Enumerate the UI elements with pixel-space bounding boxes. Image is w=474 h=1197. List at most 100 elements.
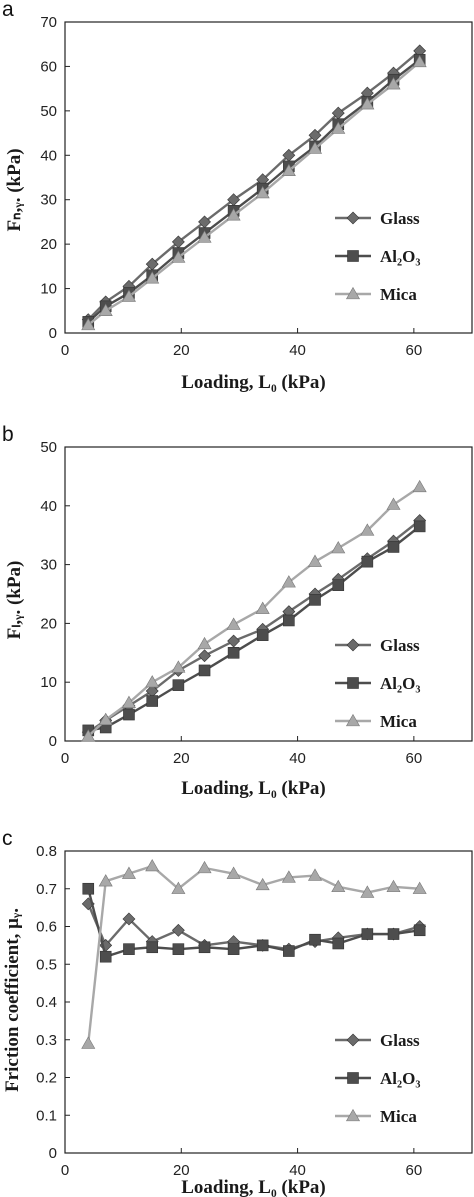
data-point-square xyxy=(146,695,159,707)
data-point-square xyxy=(172,943,185,955)
data-point-triangle xyxy=(197,860,212,874)
series-line-diamond xyxy=(87,519,421,734)
x-tick-label: 60 xyxy=(406,1162,423,1179)
series-line-square xyxy=(87,888,420,959)
data-point-triangle xyxy=(255,601,270,614)
data-point-triangle xyxy=(331,121,346,134)
data-point-triangle xyxy=(360,885,375,898)
data-point-triangle xyxy=(171,660,186,673)
data-point-triangle xyxy=(281,163,296,177)
y-axis-label: Fₗ,ᵧ. (kPa) xyxy=(4,561,25,640)
data-point-diamond xyxy=(171,923,185,937)
data-point-square xyxy=(227,646,240,659)
data-point-triangle xyxy=(197,636,212,650)
chart-panel-a: a 0 10 20 30 40 50 60 70 0 20 40 60 Loading, L₀ (kPa)… xyxy=(2,0,473,393)
data-point-square xyxy=(283,614,295,627)
data-point-triangle xyxy=(197,230,212,243)
data-point-triangle xyxy=(412,54,427,68)
y-tick-label: 30 xyxy=(40,192,57,209)
data-point-triangle xyxy=(307,141,323,154)
x-tick-label: 40 xyxy=(289,1162,306,1179)
panel-label: b xyxy=(2,423,14,446)
data-point-triangle xyxy=(386,497,401,510)
data-point-square xyxy=(332,937,345,950)
data-point-triangle xyxy=(360,523,375,536)
data-point-triangle xyxy=(121,289,136,302)
legend-label: Mica xyxy=(380,712,417,731)
legend-marker-triangle xyxy=(345,286,361,300)
data-point-square xyxy=(387,928,400,940)
data-point-triangle xyxy=(121,695,136,708)
data-point-triangle xyxy=(255,185,270,199)
data-point-diamond xyxy=(227,634,241,648)
data-point-diamond xyxy=(198,649,211,663)
data-point-triangle xyxy=(81,729,96,742)
x-tick-label: 60 xyxy=(406,750,423,767)
data-point-triangle xyxy=(81,1036,96,1049)
y-tick-label: 50 xyxy=(40,103,57,120)
y-tick-label: 0.2 xyxy=(36,1070,57,1087)
data-point-triangle xyxy=(386,77,401,90)
x-tick-label: 0 xyxy=(61,1162,69,1179)
legend-label: Al₂O₃ xyxy=(380,1069,420,1088)
data-point-triangle xyxy=(281,575,296,588)
data-point-triangle xyxy=(121,866,136,879)
legend-label: Mica xyxy=(380,1107,417,1126)
data-point-square xyxy=(283,945,295,957)
x-tick-label: 20 xyxy=(173,342,190,359)
y-tick-label: 20 xyxy=(40,615,57,632)
data-point-triangle xyxy=(360,97,375,110)
legend-label: Mica xyxy=(380,285,417,304)
data-point-square xyxy=(413,520,426,533)
legend-marker-square xyxy=(347,250,359,262)
y-tick-label: 0.6 xyxy=(36,919,57,936)
legend-marker-triangle xyxy=(345,713,361,727)
x-tick-label: 0 xyxy=(61,342,69,359)
data-point-triangle xyxy=(145,675,160,688)
y-axis-label: Fₙ,ᵧ. (kPa) xyxy=(4,148,25,231)
data-point-triangle xyxy=(98,712,113,726)
data-point-triangle xyxy=(226,208,241,221)
data-point-square xyxy=(309,933,321,946)
y-tick-label: 30 xyxy=(40,557,57,574)
series-line-triangle xyxy=(87,864,420,1044)
y-tick-label: 10 xyxy=(40,281,57,298)
data-point-square xyxy=(82,882,95,895)
data-point-triangle xyxy=(226,617,241,630)
x-tick-label: 20 xyxy=(173,1162,190,1179)
data-point-triangle xyxy=(98,874,113,887)
data-point-diamond xyxy=(122,912,136,926)
legend-label: Glass xyxy=(380,209,420,228)
data-point-square xyxy=(227,943,240,955)
data-point-triangle xyxy=(98,303,113,316)
data-point-triangle xyxy=(171,250,186,263)
data-point-square xyxy=(256,629,269,641)
data-point-square xyxy=(332,579,345,591)
legend-marker-diamond xyxy=(346,1033,360,1047)
data-point-triangle xyxy=(307,868,323,881)
y-axis-label: Friction coefficient, μᵧ. xyxy=(2,908,23,1092)
data-point-square xyxy=(256,939,269,952)
data-point-triangle xyxy=(281,870,296,883)
legend-marker-triangle xyxy=(345,1108,361,1122)
x-tick-label: 40 xyxy=(289,750,306,767)
data-point-square xyxy=(413,924,426,937)
y-tick-label: 0 xyxy=(49,325,57,342)
data-point-triangle xyxy=(255,877,270,891)
data-point-square xyxy=(309,594,321,606)
series-line-diamond xyxy=(87,903,421,951)
data-point-triangle xyxy=(331,541,346,554)
y-tick-label: 0.8 xyxy=(36,843,57,860)
x-tick-label: 20 xyxy=(173,750,190,767)
y-tick-label: 0.7 xyxy=(36,881,57,898)
data-point-triangle xyxy=(171,881,186,894)
x-tick-label: 40 xyxy=(289,342,306,359)
data-point-triangle xyxy=(81,317,96,331)
y-tick-label: 60 xyxy=(40,58,57,75)
x-axis-label: Loading, L₀ (kPa) xyxy=(181,1177,326,1197)
data-point-square xyxy=(198,664,211,677)
legend-label: Al₂O₃ xyxy=(380,247,420,266)
data-point-square xyxy=(198,941,211,954)
y-tick-label: 0.1 xyxy=(36,1107,57,1124)
